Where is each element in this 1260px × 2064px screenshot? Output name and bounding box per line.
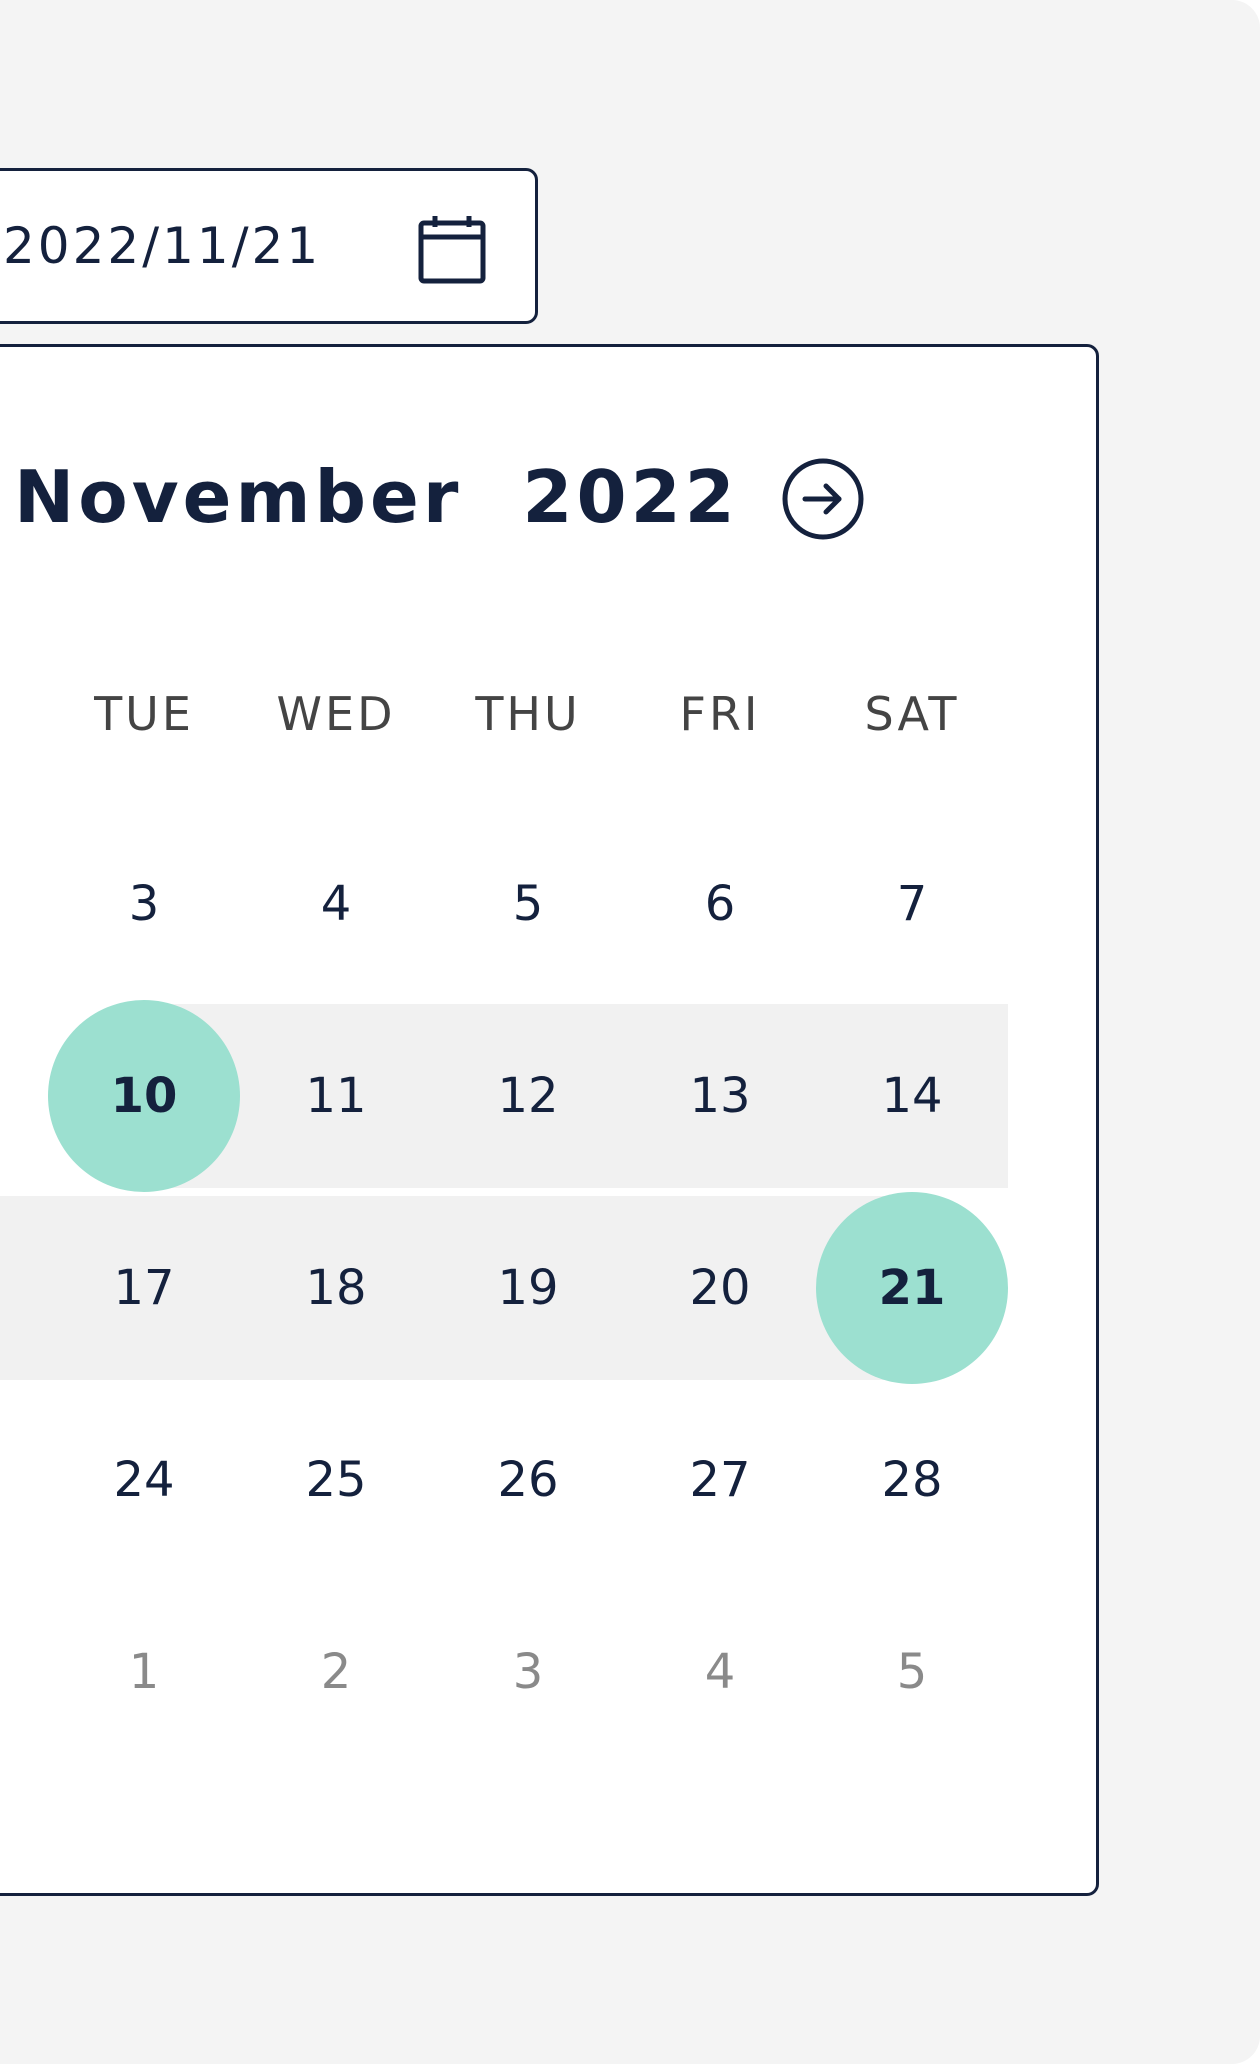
day-cell-next-month[interactable]: 4 (704, 1644, 736, 1700)
date-input-value[interactable]: 2022/11/21 (3, 217, 322, 275)
day-cell[interactable]: 28 (881, 1452, 943, 1508)
day-cell[interactable]: 7 (896, 876, 928, 932)
day-cell-next-month[interactable]: 1 (128, 1644, 160, 1700)
day-cell-next-month[interactable]: 2 (320, 1644, 352, 1700)
day-cell[interactable]: 17 (113, 1260, 175, 1316)
day-cell[interactable]: 27 (689, 1452, 751, 1508)
calendar-icon[interactable] (417, 215, 487, 285)
day-cell[interactable]: 11 (305, 1068, 367, 1124)
day-cell[interactable]: 26 (497, 1452, 559, 1508)
weekday-sat: SAT (864, 687, 960, 741)
day-cell[interactable]: 19 (497, 1260, 559, 1316)
day-cell[interactable]: 25 (305, 1452, 367, 1508)
day-cell[interactable]: 4 (320, 876, 352, 932)
calendar-popup: November 2022 TUE WED THU FRI SAT 3 4 5 6… (0, 344, 1099, 1896)
day-cell-next-month[interactable]: 3 (512, 1644, 544, 1700)
range-band-week2 (144, 1004, 1008, 1188)
weekday-fri: FRI (679, 687, 761, 741)
year-label: 2022 (522, 455, 739, 539)
day-cell-next-month[interactable]: 5 (896, 1644, 928, 1700)
range-end-highlight (816, 1192, 1008, 1384)
day-cell[interactable]: 13 (689, 1068, 751, 1124)
date-input-field[interactable]: 2022/11/21 (0, 168, 538, 324)
month-label: November (14, 455, 463, 539)
day-cell[interactable]: 24 (113, 1452, 175, 1508)
next-month-button[interactable] (781, 457, 865, 541)
range-start-highlight (48, 1000, 240, 1192)
day-cell[interactable]: 18 (305, 1260, 367, 1316)
weekday-wed: WED (276, 687, 396, 741)
day-cell[interactable]: 3 (128, 876, 160, 932)
day-cell[interactable]: 14 (881, 1068, 943, 1124)
weekday-tue: TUE (94, 687, 194, 741)
day-cell-range-end[interactable]: 21 (878, 1260, 946, 1316)
range-band-week3 (0, 1196, 912, 1380)
day-cell[interactable]: 5 (512, 876, 544, 932)
weekday-thu: THU (475, 687, 581, 741)
day-cell[interactable]: 20 (689, 1260, 751, 1316)
month-year-title: November 2022 (14, 455, 739, 539)
day-cell[interactable]: 6 (704, 876, 736, 932)
day-cell-range-start[interactable]: 10 (110, 1068, 178, 1124)
day-cell[interactable]: 12 (497, 1068, 559, 1124)
